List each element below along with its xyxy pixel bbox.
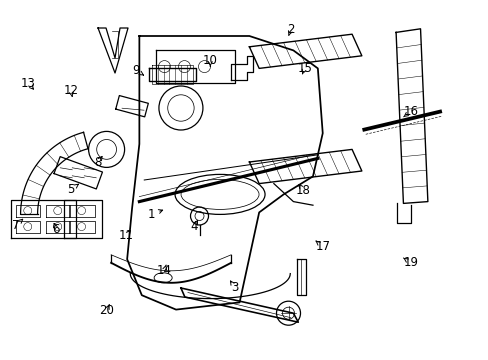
Text: 14: 14	[157, 264, 171, 277]
Text: 3: 3	[230, 281, 238, 294]
Text: 7: 7	[12, 219, 20, 232]
Text: 2: 2	[286, 23, 294, 36]
Text: 12: 12	[63, 84, 78, 96]
Text: 8: 8	[94, 156, 102, 169]
Text: 13: 13	[21, 77, 36, 90]
Text: 11: 11	[119, 229, 133, 242]
Text: 18: 18	[295, 184, 310, 197]
Text: 10: 10	[203, 54, 217, 67]
Text: 19: 19	[403, 256, 417, 269]
Text: 16: 16	[403, 105, 417, 118]
Text: 17: 17	[315, 240, 329, 253]
Text: 15: 15	[297, 62, 311, 75]
Text: 20: 20	[99, 304, 114, 317]
Text: 6: 6	[52, 223, 60, 236]
Text: 5: 5	[67, 183, 75, 196]
Text: 4: 4	[190, 220, 198, 233]
Text: 9: 9	[132, 64, 140, 77]
Text: 1: 1	[147, 208, 155, 221]
